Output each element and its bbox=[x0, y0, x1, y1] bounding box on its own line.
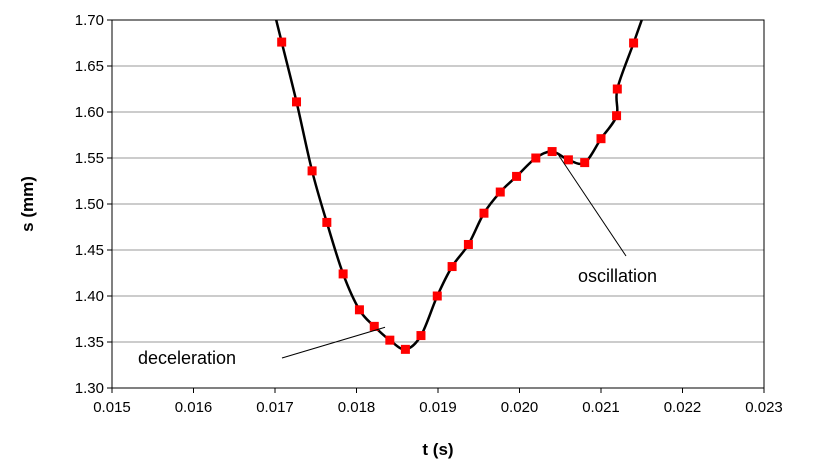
data-point bbox=[432, 291, 442, 301]
data-point bbox=[277, 37, 287, 47]
y-tick-label: 1.40 bbox=[75, 288, 104, 305]
data-point bbox=[495, 187, 505, 197]
oscillation-label: oscillation bbox=[578, 266, 657, 286]
series-line bbox=[274, 20, 644, 351]
x-tick-label: 0.015 bbox=[93, 399, 131, 416]
data-point bbox=[612, 84, 622, 94]
x-tick-labels: 0.015 0.016 0.017 0.018 0.019 0.020 0.021 0.022… bbox=[93, 388, 783, 416]
x-tick-label: 0.017 bbox=[256, 399, 294, 416]
y-tick-label: 1.65 bbox=[75, 58, 104, 75]
y-tick-label: 1.30 bbox=[75, 380, 104, 397]
data-point bbox=[322, 217, 332, 227]
data-point bbox=[463, 239, 473, 249]
data-point bbox=[531, 153, 541, 163]
x-tick-label: 0.018 bbox=[338, 399, 376, 416]
y-tick-label: 1.60 bbox=[75, 104, 104, 121]
data-point bbox=[354, 305, 364, 315]
data-point bbox=[400, 344, 410, 354]
x-tick-label: 0.023 bbox=[745, 399, 783, 416]
data-point bbox=[416, 331, 426, 341]
data-point bbox=[292, 97, 302, 107]
x-tick-label: 0.021 bbox=[582, 399, 620, 416]
curve-group bbox=[274, 20, 644, 351]
y-tick-label: 1.50 bbox=[75, 196, 104, 213]
data-point bbox=[580, 158, 590, 168]
data-point bbox=[547, 147, 557, 157]
data-point bbox=[512, 171, 522, 181]
markers-group bbox=[277, 37, 639, 354]
x-axis-title: t (s) bbox=[422, 440, 453, 459]
data-point bbox=[338, 269, 348, 279]
y-tick-label: 1.55 bbox=[75, 150, 104, 167]
data-point bbox=[612, 111, 622, 121]
data-point bbox=[629, 38, 639, 48]
x-tick-label: 0.020 bbox=[501, 399, 539, 416]
data-point bbox=[307, 166, 317, 176]
deceleration-leader-line bbox=[281, 326, 386, 359]
y-tick-label: 1.45 bbox=[75, 242, 104, 259]
data-point bbox=[369, 321, 379, 331]
oscillation-leader-line bbox=[558, 154, 627, 257]
x-tick-label: 0.022 bbox=[664, 399, 702, 416]
data-point bbox=[479, 208, 489, 218]
deceleration-label: deceleration bbox=[138, 348, 236, 368]
data-point bbox=[385, 335, 395, 345]
grid-lines bbox=[112, 19, 764, 389]
data-point bbox=[447, 262, 457, 272]
y-tick-label: 1.70 bbox=[75, 12, 104, 29]
x-tick-label: 0.019 bbox=[419, 399, 457, 416]
data-point bbox=[563, 155, 573, 165]
y-axis-title: s (mm) bbox=[18, 176, 37, 232]
data-point bbox=[596, 134, 606, 144]
annotations: deceleration oscillation bbox=[138, 154, 657, 368]
x-tick-label: 0.016 bbox=[175, 399, 213, 416]
y-tick-label: 1.35 bbox=[75, 334, 104, 351]
y-tick-labels: 1.30 1.35 1.40 1.45 1.50 1.55 1.60 1.65 1.70 bbox=[75, 12, 112, 397]
